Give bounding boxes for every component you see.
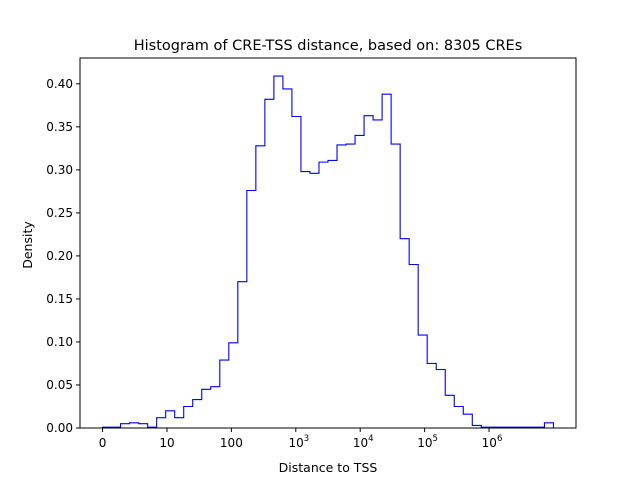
y-tick-label: 0.40 — [46, 77, 73, 91]
chart-title: Histogram of CRE-TSS distance, based on:… — [134, 38, 523, 54]
y-axis-label: Density — [20, 221, 35, 269]
y-tick-label: 0.30 — [46, 163, 73, 177]
x-tick-label: 106 — [482, 434, 503, 450]
y-tick-label: 0.00 — [46, 421, 73, 435]
x-tick-label: 0 — [99, 436, 107, 450]
x-tick-label: 100 — [220, 436, 243, 450]
y-tick-label: 0.15 — [46, 292, 73, 306]
x-tick-label: 105 — [417, 434, 438, 450]
plot-area: 0 10 100 103 104 105 106 0.00 0.05 0.10 0.15 0.20 0.… — [46, 57, 577, 450]
y-tick-label: 0.20 — [46, 249, 73, 263]
y-tick-label: 0.35 — [46, 120, 73, 134]
x-tick-label: 104 — [353, 434, 374, 450]
y-tick-label: 0.25 — [46, 206, 73, 220]
y-tick-label: 0.05 — [46, 378, 73, 392]
histogram-step-line — [102, 75, 554, 428]
axes-frame — [79, 57, 577, 429]
x-tick-label: 10 — [159, 436, 174, 450]
x-axis-label: Distance to TSS — [279, 460, 378, 475]
y-tick-label: 0.10 — [46, 335, 73, 349]
x-tick-label: 103 — [288, 434, 309, 450]
